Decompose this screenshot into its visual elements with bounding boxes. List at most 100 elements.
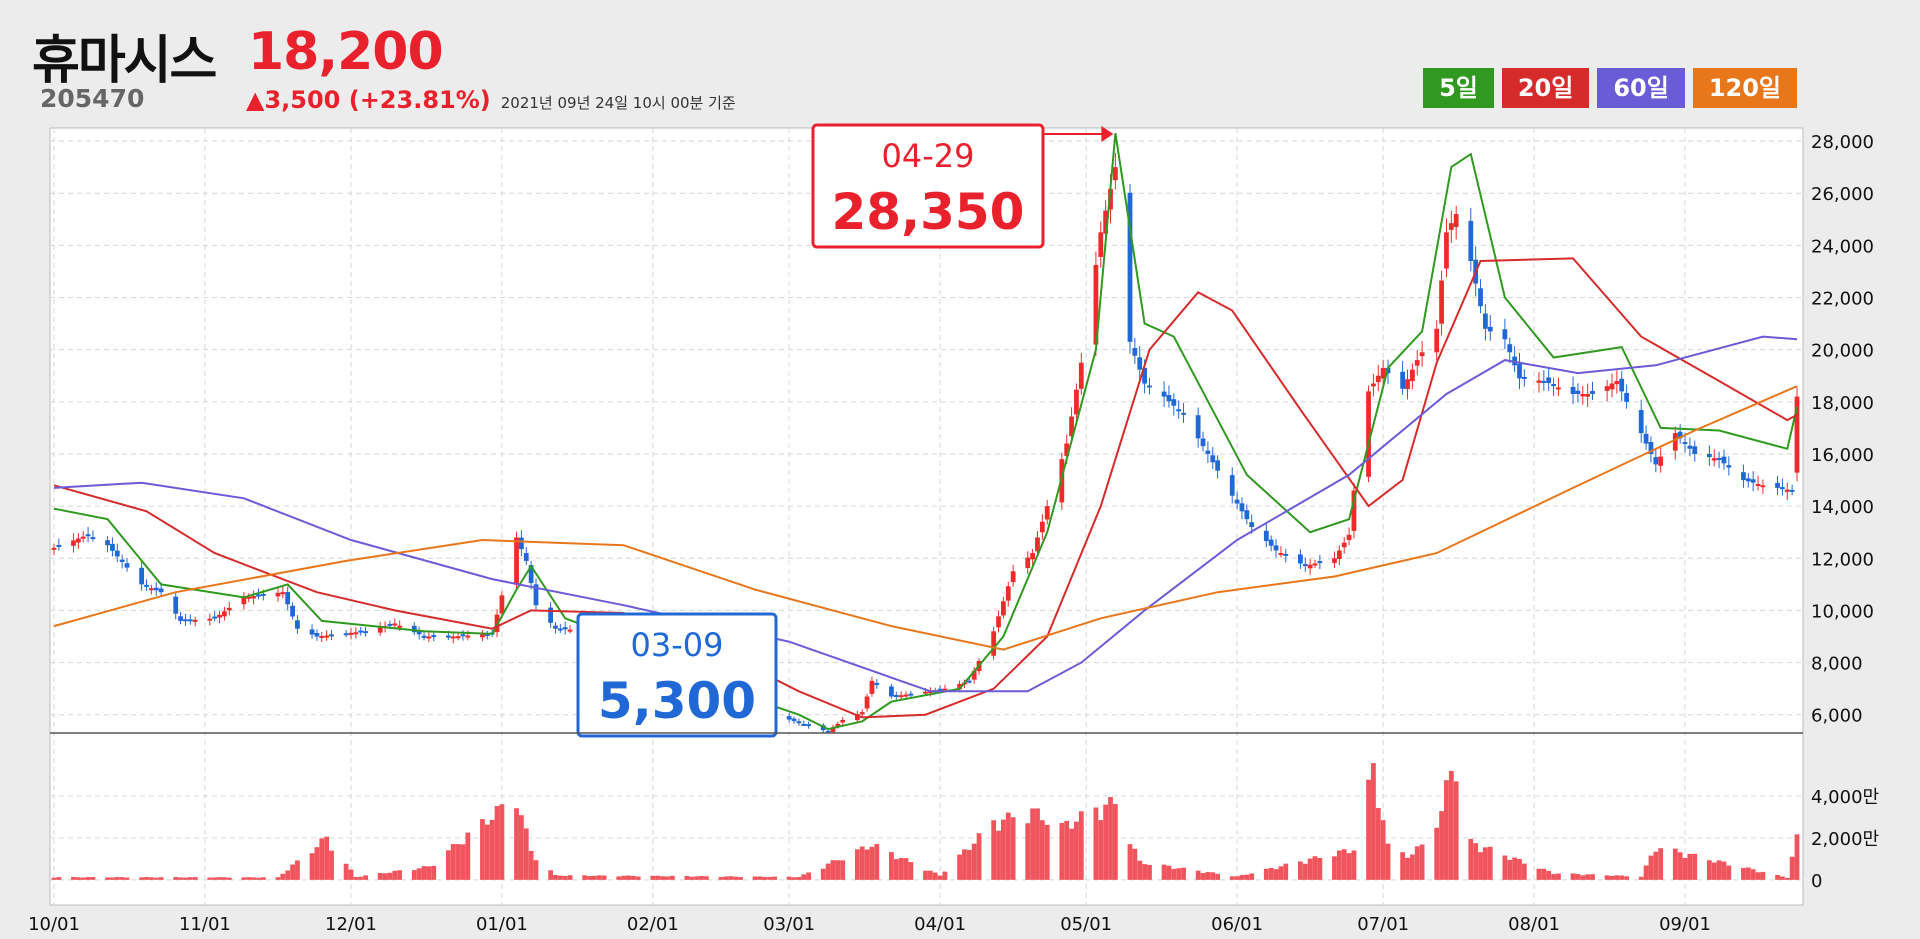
- date-tick-label: 05/01: [1060, 914, 1112, 935]
- volume-bar: [1750, 869, 1756, 880]
- volume-bar: [1745, 867, 1751, 880]
- candle-body: [450, 636, 456, 639]
- candle-body: [1570, 386, 1576, 394]
- volume-bar: [616, 876, 622, 880]
- volume-bar: [392, 870, 398, 880]
- volume-bar: [548, 870, 553, 880]
- candle-body: [416, 630, 422, 635]
- candle-body: [173, 596, 179, 614]
- volume-bar: [1098, 820, 1104, 880]
- volume-bar: [1366, 779, 1371, 880]
- volume-bar: [1409, 854, 1415, 880]
- volume-bar: [806, 872, 812, 880]
- candle-body: [1249, 522, 1255, 527]
- candle-body: [1556, 387, 1561, 390]
- candle-body: [869, 680, 875, 694]
- volume-bar: [596, 875, 602, 880]
- volume-bar: [1249, 873, 1255, 880]
- volume-bar: [1794, 834, 1800, 880]
- candle-body: [256, 594, 261, 597]
- volume-bar: [1093, 807, 1099, 880]
- candle-body: [1434, 328, 1440, 353]
- volume-bar: [260, 877, 266, 880]
- candle-body: [874, 682, 880, 685]
- candle-body: [1609, 383, 1615, 390]
- volume-bar: [148, 877, 154, 880]
- candle-body: [1677, 431, 1683, 439]
- ma120-badge[interactable]: 120일: [1692, 68, 1797, 108]
- price-tick-label: 24,000: [1811, 236, 1874, 257]
- candle-body: [1755, 483, 1761, 486]
- candle-body: [285, 591, 291, 605]
- volume-bar: [1546, 870, 1552, 880]
- ma20-badge[interactable]: 20일: [1501, 68, 1590, 108]
- candle-body: [217, 614, 222, 618]
- volume-bar: [1473, 843, 1479, 880]
- volume-bar: [1302, 863, 1308, 880]
- volume-bar: [655, 875, 661, 880]
- candle-body: [1069, 416, 1074, 437]
- volume-bar: [864, 849, 870, 880]
- candle-body: [1750, 479, 1756, 483]
- volume-bar: [119, 877, 125, 880]
- candle-body: [1283, 553, 1289, 556]
- high-callout-box: [811, 123, 1045, 249]
- volume-bar: [1166, 865, 1172, 880]
- volume-bar: [1268, 867, 1274, 880]
- volume-bar: [1171, 868, 1177, 880]
- candle-body: [1706, 453, 1712, 458]
- candle-body: [1166, 395, 1172, 402]
- volume-tick-label: 4,000만: [1811, 787, 1879, 808]
- volume-bar: [465, 832, 471, 880]
- candle-body: [148, 588, 154, 591]
- candle-body: [431, 634, 437, 637]
- volume-bar: [514, 808, 519, 880]
- candle-body: [460, 634, 466, 637]
- candle-body: [1273, 545, 1279, 551]
- candle-body: [480, 634, 485, 638]
- candle-body: [329, 634, 334, 637]
- volume-tick-label: 0: [1811, 871, 1822, 892]
- candle-body: [898, 695, 904, 698]
- volume-bar: [309, 853, 315, 880]
- volume-bar: [1541, 868, 1547, 880]
- ma60-line: [53, 335, 1798, 693]
- ma5-badge[interactable]: 5일: [1423, 68, 1494, 108]
- candle-body: [1614, 380, 1620, 385]
- volume-bar: [421, 866, 427, 880]
- candle-body: [1414, 360, 1420, 366]
- candle-body: [392, 623, 398, 626]
- volume-bar: [621, 875, 627, 880]
- volume-bar: [217, 877, 222, 880]
- volume-bar: [1414, 846, 1420, 880]
- volume-bar: [353, 877, 359, 880]
- volume-bar: [562, 875, 568, 880]
- volume-bar: [1677, 852, 1683, 880]
- volume-bar: [489, 819, 495, 880]
- volume-bar: [1507, 860, 1513, 880]
- candle-body: [1268, 539, 1274, 546]
- candle-body: [1298, 554, 1303, 564]
- candle-body: [110, 543, 115, 551]
- candle-body: [514, 537, 519, 585]
- volume-bar: [1132, 848, 1138, 880]
- volume-bar: [241, 877, 247, 880]
- ma60-badge[interactable]: 60일: [1597, 68, 1685, 108]
- price-tick-label: 22,000: [1811, 289, 1874, 310]
- volume-bar: [889, 852, 894, 880]
- volume-bar: [665, 876, 670, 880]
- candle-body: [1439, 280, 1444, 324]
- candle-body: [119, 559, 125, 563]
- volume-bar: [460, 844, 466, 880]
- price-tick-label: 20,000: [1811, 341, 1874, 362]
- candle-body: [796, 721, 802, 724]
- candle-body: [484, 633, 490, 636]
- volume-bar: [1502, 855, 1508, 880]
- volume-bar: [358, 876, 364, 880]
- low-callout-box: [576, 612, 778, 738]
- candle-body: [937, 688, 943, 691]
- volume-bar: [704, 876, 709, 880]
- volume-bar: [1005, 812, 1011, 880]
- volume-bar: [699, 876, 704, 880]
